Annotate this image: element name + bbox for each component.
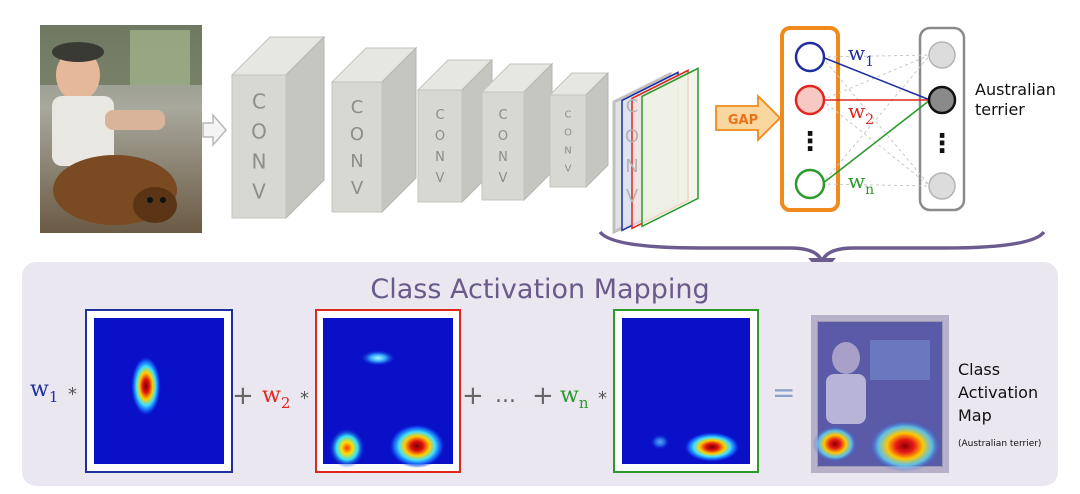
conv-letter: V [351,178,364,199]
brace-connector [598,230,1046,269]
heatmap-2-hotspot-top [360,350,396,366]
conv-letter: C [565,110,572,121]
eq-equals: = [772,376,795,409]
output-sublabel: (Australian terrier) [958,439,1041,449]
conv-letter: V [436,171,445,186]
conv-letter: C [252,90,266,114]
eq-weight-1: w1 [30,377,58,406]
heatmap-2-hotspot-right [389,424,445,468]
conv-letter: V [626,186,639,207]
eq-plus-1: + [232,381,254,411]
output-label: Class Activation Map [958,360,1043,425]
output-node-active [927,85,957,115]
conv-letter: N [498,150,508,165]
gap-node-n [794,168,826,200]
conv-letter: O [498,129,508,144]
gap-arrow: GAP [715,93,782,143]
weight-2-label: w2 [848,99,874,128]
weight-n-label: wn [848,169,874,198]
cam-title: Class Activation Mapping [370,274,709,305]
conv-letter: N [252,150,267,174]
cam-output-image [811,315,949,473]
gap-node-2 [794,84,826,116]
conv-letter: N [564,146,571,157]
conv-letter: N [350,151,363,172]
class-output-box [918,26,966,212]
dashed-connections [821,54,931,187]
heatmap-2-hotspot-left [329,428,365,468]
conv-letter: N [435,150,445,165]
eq-plus-2: + [462,381,484,411]
conv-letter: N [625,156,638,177]
eq-plus-3: + [532,381,554,411]
heatmap-n-hotspot [684,432,740,462]
conv-letter: C [498,108,507,123]
conv-letter: V [565,164,572,175]
weight-n-line [821,99,931,185]
conv-letter: V [499,171,508,186]
output-node-top [928,41,956,69]
output-node-dots: ⋮ [929,129,955,159]
conv-letter: O [251,120,267,144]
conv-letter: C [626,96,639,117]
class-label: Australian terrier [975,80,1061,119]
eq-weight-2: w2 [262,383,290,412]
conv-letter: C [435,108,444,123]
conv-letter: O [435,129,445,144]
conv-letter: O [564,128,572,139]
cam-equation: w1 * + w2 * + ... + wn * = [30,309,1043,473]
conv-letter: V [252,180,266,204]
output-node-bottom [928,172,956,200]
conv-letter: O [625,126,639,147]
gap-label: GAP [728,113,758,128]
weight-1-line [821,56,931,101]
weight-labels: w1 w2 wn [848,41,874,198]
input-arrow [202,112,227,148]
eq-times-1: * [68,384,77,405]
cam-panel [22,262,1058,486]
conv-letter: C [351,97,364,118]
input-photo [40,25,202,233]
eq-times-n: * [598,388,607,409]
feature-map-channel [641,67,699,228]
weight-1-label: w1 [848,41,874,70]
gap-node-dots: ⋮ [797,127,823,157]
eq-ellipsis: ... [495,383,516,408]
eq-times-2: * [300,388,309,409]
gap-node-1 [794,41,826,73]
eq-weight-n: wn [560,383,589,412]
conv-letter: O [350,124,364,145]
gap-feature-box [780,26,840,212]
heatmap-n-faint [650,434,670,450]
heatmap-1-hotspot [131,356,161,416]
